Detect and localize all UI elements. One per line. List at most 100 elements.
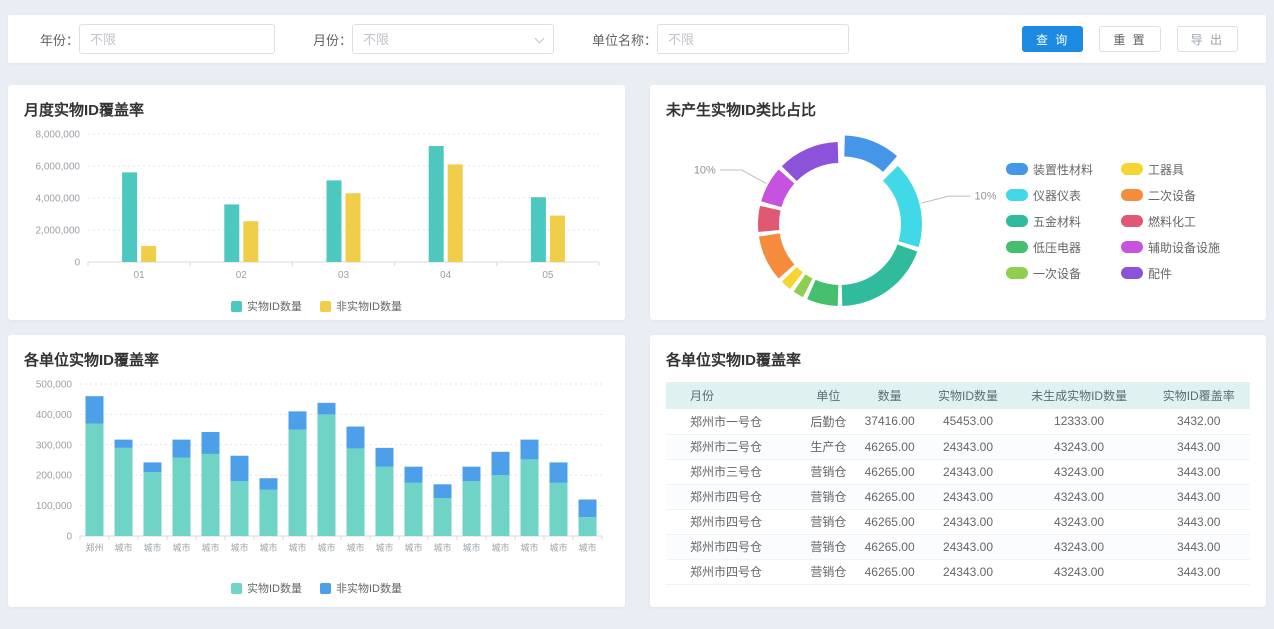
- query-button[interactable]: 查 询: [1021, 26, 1084, 52]
- table-cell: 24343.00: [925, 509, 1011, 535]
- slice-percent-label: 10%: [974, 191, 996, 203]
- x-axis-category-label: 城市: [491, 542, 509, 553]
- table-cell: 37416.00: [853, 409, 926, 435]
- month-label: 月份：: [313, 32, 353, 48]
- legend-item[interactable]: 一次设备: [1005, 265, 1093, 282]
- legend-label: 非实物ID数量: [336, 583, 402, 595]
- bar-segment: [326, 180, 342, 262]
- stacked-bar-segment: [462, 481, 481, 536]
- bar-segment: [345, 193, 361, 262]
- x-axis-category-label: 城市: [462, 542, 480, 553]
- table-column-header: 实物ID数量: [925, 382, 1011, 409]
- table-cell: 46265.00: [853, 434, 926, 460]
- legend-swatch: [320, 582, 331, 594]
- legend-swatch: [1120, 267, 1143, 279]
- x-axis-category-label: 05: [542, 270, 554, 281]
- table-cell: 郑州市四号仓: [666, 509, 803, 535]
- legend-swatch: [1005, 215, 1028, 227]
- legend-item[interactable]: 低压电器: [1005, 239, 1093, 256]
- stacked-bar-segment: [230, 455, 249, 482]
- table-cell: 营销仓: [802, 459, 854, 485]
- legend-item[interactable]: 工器具: [1120, 161, 1220, 178]
- legend-label: 工器具: [1147, 162, 1184, 177]
- legend-item[interactable]: 非实物ID数量: [320, 298, 402, 314]
- bar-segment: [141, 246, 157, 262]
- category-share-donut-chart: 10% 10%: [694, 135, 997, 306]
- legend-item[interactable]: 仪器仪表: [1005, 187, 1093, 204]
- stacked-bar-segment: [491, 451, 510, 476]
- donut-slice: [793, 274, 813, 298]
- table-cell: 43243.00: [1010, 434, 1148, 460]
- x-axis-category-label: 城市: [114, 542, 132, 553]
- legend-item[interactable]: 配件: [1120, 265, 1220, 282]
- legend-item[interactable]: 燃料化工: [1120, 213, 1220, 230]
- x-axis-category-label: 城市: [433, 542, 451, 553]
- stacked-bar-segment: [288, 429, 307, 536]
- donut-legend: 装置性材料仪器仪表五金材料低压电器一次设备 工器具二次设备燃料化工辅助设备设施 配件: [1005, 156, 1220, 286]
- table-cell: 43243.00: [1010, 559, 1148, 585]
- year-input[interactable]: [79, 24, 276, 54]
- table-row: 郑州市三号仓 营销仓 46265.00 24343.00 43243.00 3443.00: [666, 459, 1250, 485]
- legend-item[interactable]: 非实物ID数量: [320, 580, 402, 596]
- table-cell: 3432.00: [1147, 409, 1250, 435]
- stacked-bar-segment: [520, 459, 539, 536]
- reset-button[interactable]: 重 置: [1099, 26, 1161, 52]
- unit-name-input[interactable]: [657, 24, 850, 54]
- y-axis-tick-label: 100,000: [36, 501, 73, 512]
- unit-filter-group: 单位名称：: [592, 24, 850, 54]
- filter-bar: 年份： 月份： 单位名称： 查 询 重 置 导 出: [8, 15, 1266, 63]
- x-axis-category-label: 城市: [520, 542, 538, 553]
- x-axis-category-label: 城市: [172, 542, 190, 553]
- table-cell: 3443.00: [1147, 509, 1250, 535]
- stacked-bar-segment: [172, 457, 191, 536]
- stacked-bar-segment: [317, 414, 336, 536]
- legend-item[interactable]: 实物ID数量: [231, 580, 302, 596]
- x-axis-category-label: 03: [338, 270, 350, 281]
- table-cell: 43243.00: [1010, 484, 1148, 510]
- stacked-bar-segment: [85, 423, 104, 536]
- stacked-bar-segment: [433, 484, 452, 498]
- bar-segment: [224, 204, 240, 262]
- table-row: 郑州市一号仓 后勤仓 37416.00 45453.00 12333.00 3432.00: [666, 409, 1250, 435]
- table-cell: 3443.00: [1147, 484, 1250, 510]
- bar-segment: [549, 215, 565, 262]
- legend-swatch: [1005, 241, 1028, 253]
- year-filter-group: 年份：: [40, 24, 276, 54]
- stacked-bar-segment: [404, 482, 423, 536]
- table-cell: 郑州市三号仓: [666, 459, 803, 485]
- callout-line: [719, 169, 767, 184]
- legend-item[interactable]: 辅助设备设施: [1120, 239, 1220, 256]
- table-column-header: 数量: [853, 382, 926, 409]
- stacked-bar-segment: [288, 411, 307, 430]
- legend-label: 装置性材料: [1032, 162, 1093, 177]
- month-select[interactable]: [352, 24, 555, 54]
- panel-title: 各单位实物ID覆盖率: [24, 352, 160, 369]
- stacked-bar-segment: [317, 402, 336, 415]
- legend-item[interactable]: 二次设备: [1120, 187, 1220, 204]
- donut-slice: [761, 169, 795, 208]
- stacked-bar-segment: [375, 466, 394, 536]
- legend-item[interactable]: 实物ID数量: [231, 298, 302, 314]
- bar-segment: [530, 197, 546, 262]
- table-row: 郑州市四号仓 营销仓 46265.00 24343.00 43243.00 3443.00: [666, 484, 1250, 510]
- legend-swatch: [1120, 215, 1143, 227]
- y-axis-tick-label: 6,000,000: [36, 162, 81, 173]
- table-cell: 45453.00: [925, 409, 1011, 435]
- table-cell: 后勤仓: [802, 409, 854, 435]
- bar-segment: [243, 221, 259, 262]
- stacked-bar-segment: [549, 482, 568, 536]
- export-button[interactable]: 导 出: [1176, 26, 1238, 52]
- year-label: 年份：: [40, 32, 80, 48]
- legend-item[interactable]: 五金材料: [1005, 213, 1093, 230]
- legend-item[interactable]: 装置性材料: [1005, 161, 1093, 178]
- x-axis-category-label: 城市: [346, 542, 364, 553]
- legend-swatch: [231, 300, 242, 312]
- table-cell: 43243.00: [1010, 534, 1148, 560]
- table-cell: 3443.00: [1147, 459, 1250, 485]
- legend-label: 五金材料: [1032, 214, 1081, 229]
- y-axis-tick-label: 400,000: [36, 410, 73, 421]
- panel-title: 未产生实物ID类比占比: [666, 102, 817, 119]
- x-axis-category-label: 城市: [375, 542, 393, 553]
- table-cell: 24343.00: [925, 534, 1011, 560]
